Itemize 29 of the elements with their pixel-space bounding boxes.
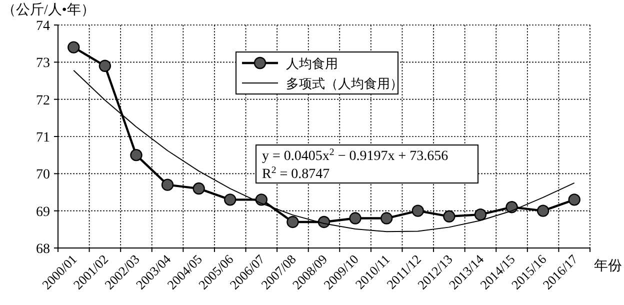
point [506,201,518,214]
point [224,194,236,206]
point [161,178,174,191]
point [286,216,299,228]
point [536,204,550,217]
point [443,210,456,223]
point [255,194,268,206]
y-tick-label: 70 [36,168,50,183]
point [68,41,80,54]
annotation: R$^{2}$ = 0.8747 [262,164,330,182]
point [98,60,112,72]
y-tick-label: 69 [36,204,50,220]
y-tick-label: 68 [36,242,50,257]
legend-label: 人均食用 [286,56,338,71]
point [568,194,580,206]
point [380,212,393,224]
y-tick-label: 71 [36,130,50,146]
point [474,208,487,221]
y-tick-label: 73 [36,56,50,72]
point [349,212,362,224]
point [130,148,142,162]
point [412,204,424,217]
annotation: y = 0.0405x$^{2}$ − 0.9197x + 73.656 [262,146,448,164]
y-tick-label: 74 [36,19,50,34]
legend-label: 多项式（人均食用） [286,76,403,91]
x-axis-title: 年份 [594,258,622,274]
point [192,182,205,195]
y-axis-title: （公斤/人•年） [2,2,95,18]
y-tick-label: 72 [36,93,50,108]
